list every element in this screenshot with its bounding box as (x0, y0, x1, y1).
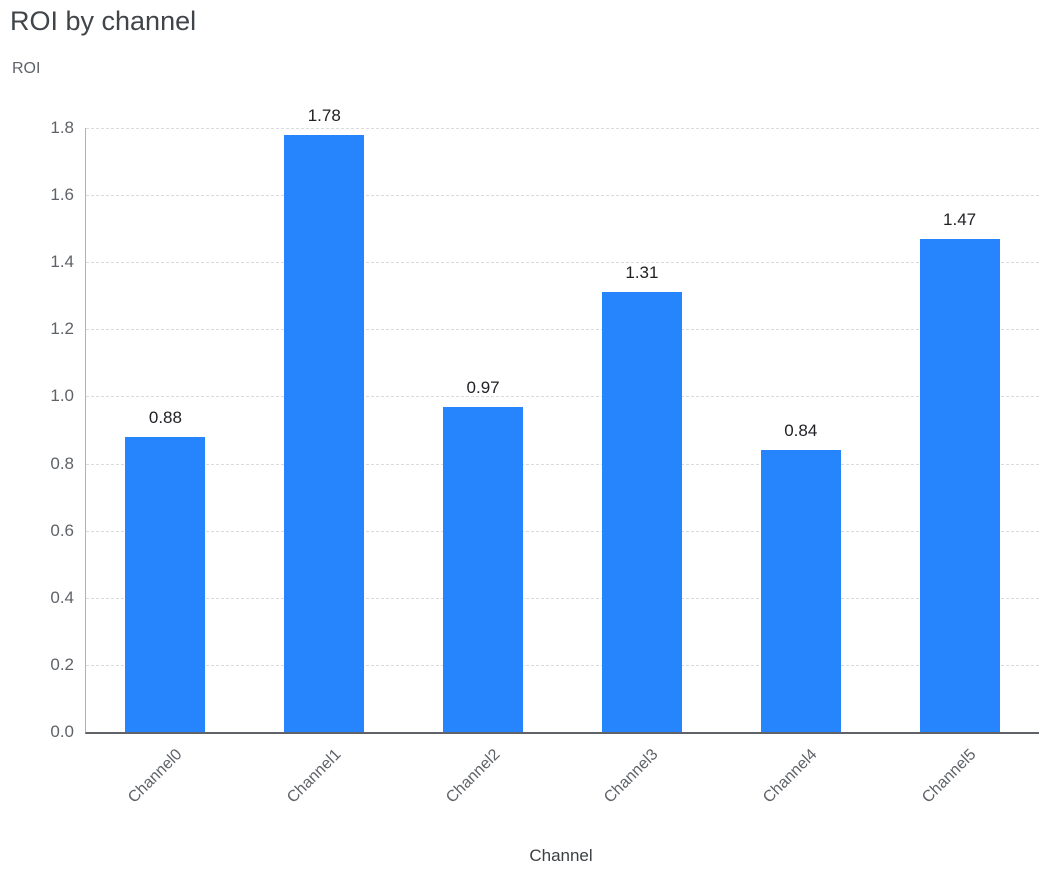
gridline (86, 262, 1039, 264)
gridline (86, 329, 1039, 331)
bar-Channel0[interactable] (125, 436, 206, 732)
gridline (86, 530, 1039, 532)
bar-value-label: 1.47 (943, 209, 977, 229)
bar-value-label: 1.78 (307, 105, 341, 125)
bar-value-label: 0.88 (148, 407, 182, 427)
x-tick-label: Channel4 (760, 746, 821, 807)
bar-Channel3[interactable] (601, 292, 682, 732)
x-tick-label: Channel3 (601, 746, 662, 807)
y-tick-label: 1.4 (50, 252, 74, 272)
plot-area: 0.0 0.2 0.4 0.6 0.8 1.0 1.2 1.4 1.6 1.8 0.88 1.78 0… (50, 106, 1039, 806)
bar-Channel2[interactable] (443, 406, 524, 732)
y-tick-label: 1.8 (50, 118, 74, 137)
y-tick-label: 1.6 (50, 185, 74, 205)
gridline (86, 128, 1039, 129)
y-tick-label: 0.4 (50, 587, 74, 607)
gridline (86, 396, 1039, 398)
y-axis-title: ROI (12, 60, 41, 77)
bar-Channel1[interactable] (284, 134, 365, 732)
gridline (86, 195, 1039, 197)
y-tick-label: 0.2 (50, 654, 74, 674)
bar-Channel5[interactable] (919, 238, 1000, 732)
bar-value-label: 0.84 (784, 421, 818, 441)
gridline (86, 597, 1039, 599)
y-tick-label: 1.2 (50, 319, 74, 339)
bar-Channel4[interactable] (760, 450, 841, 732)
gridline (86, 463, 1039, 465)
x-tick-label: Channel2 (442, 746, 504, 807)
y-tick-label: 0.6 (50, 520, 74, 540)
chart-title: ROI by channel (10, 6, 197, 36)
y-tick-label: 1.0 (50, 386, 74, 406)
x-tick-label: Channel0 (124, 746, 186, 807)
x-tick-label: Channel1 (283, 746, 345, 807)
bar-value-label: 1.31 (625, 263, 659, 283)
bar-value-label: 0.97 (466, 377, 500, 397)
x-tick-label: Channel5 (919, 746, 980, 807)
gridline (86, 664, 1039, 666)
x-axis-title: Channel (529, 846, 593, 865)
y-tick-label: 0.8 (50, 453, 74, 473)
y-tick-label: 0.0 (50, 722, 74, 741)
